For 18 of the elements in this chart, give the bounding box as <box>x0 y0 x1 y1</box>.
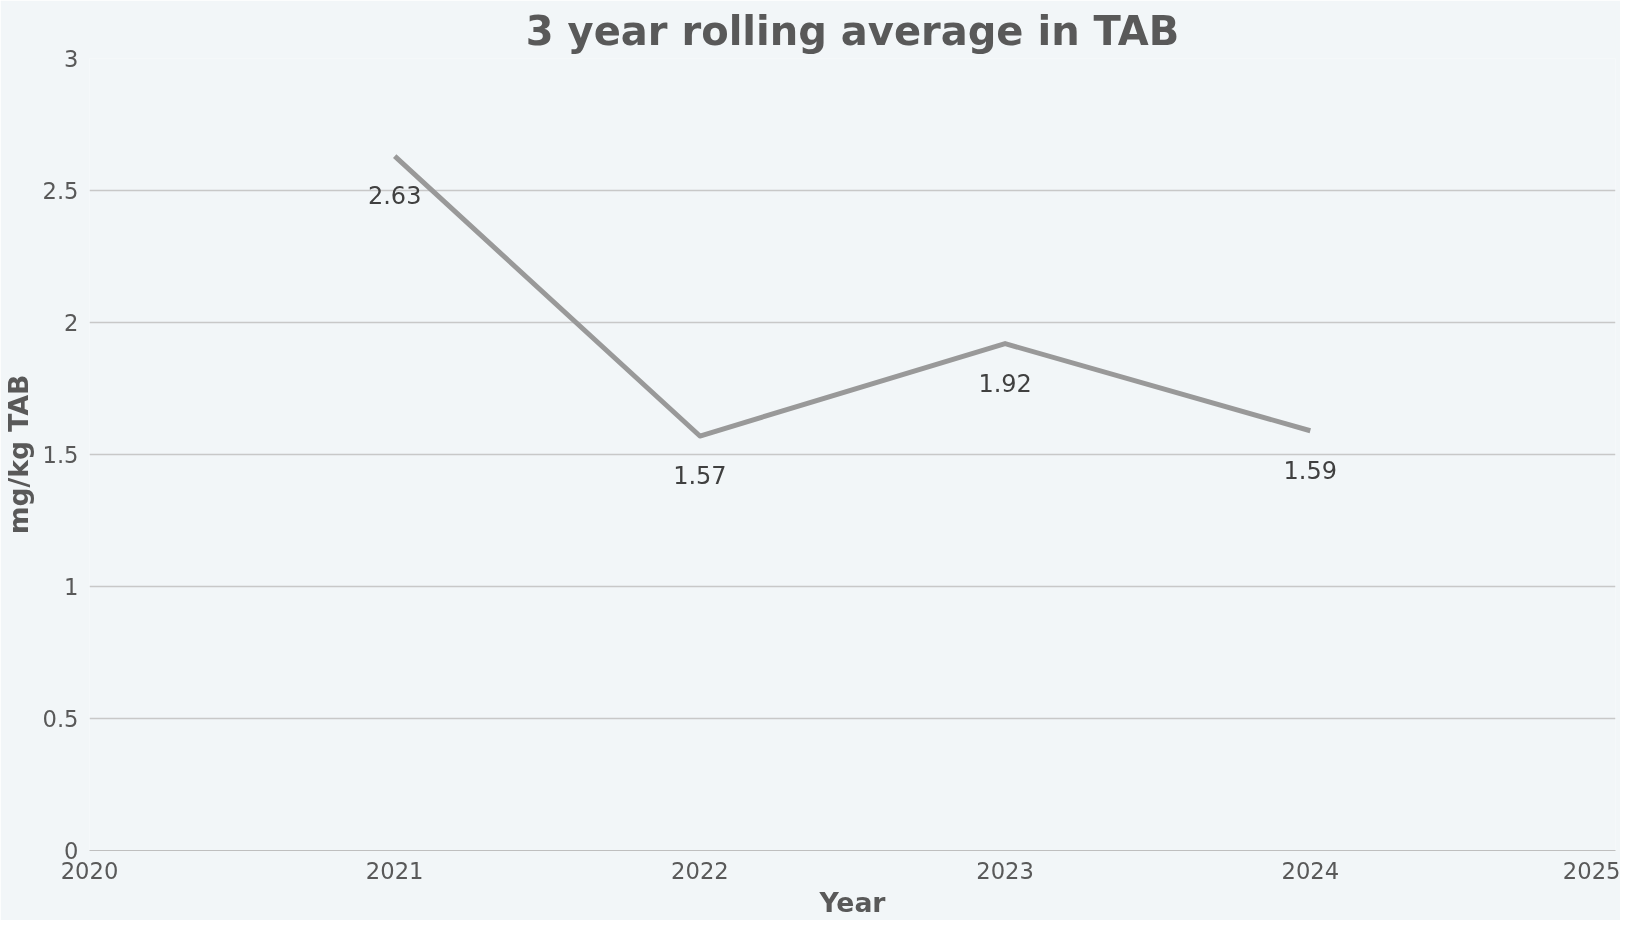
x-tick-label: 2021 <box>365 857 424 884</box>
x-tick-label: 2022 <box>671 857 729 884</box>
chart-title: 3 year rolling average in TAB <box>525 7 1180 54</box>
y-axis-title: mg/kg TAB <box>3 374 35 535</box>
x-tick-label: 2025 <box>1562 857 1621 884</box>
data-label: 1.59 <box>1283 456 1338 485</box>
data-label: 1.92 <box>978 369 1032 398</box>
y-tick-label: 2.5 <box>42 178 79 204</box>
y-tick-label: 1.5 <box>42 442 79 468</box>
y-tick-label: 1 <box>64 574 79 600</box>
y-tick-label: 0.5 <box>42 706 79 732</box>
data-label: 1.57 <box>673 462 727 491</box>
x-tick-label: 2024 <box>1281 857 1340 884</box>
y-tick-label: 3 <box>64 46 79 72</box>
x-tick-label: 2023 <box>976 857 1034 884</box>
data-label: 2.63 <box>367 182 422 211</box>
x-axis-title: Year <box>818 886 887 918</box>
y-tick-label: 2 <box>64 310 79 336</box>
